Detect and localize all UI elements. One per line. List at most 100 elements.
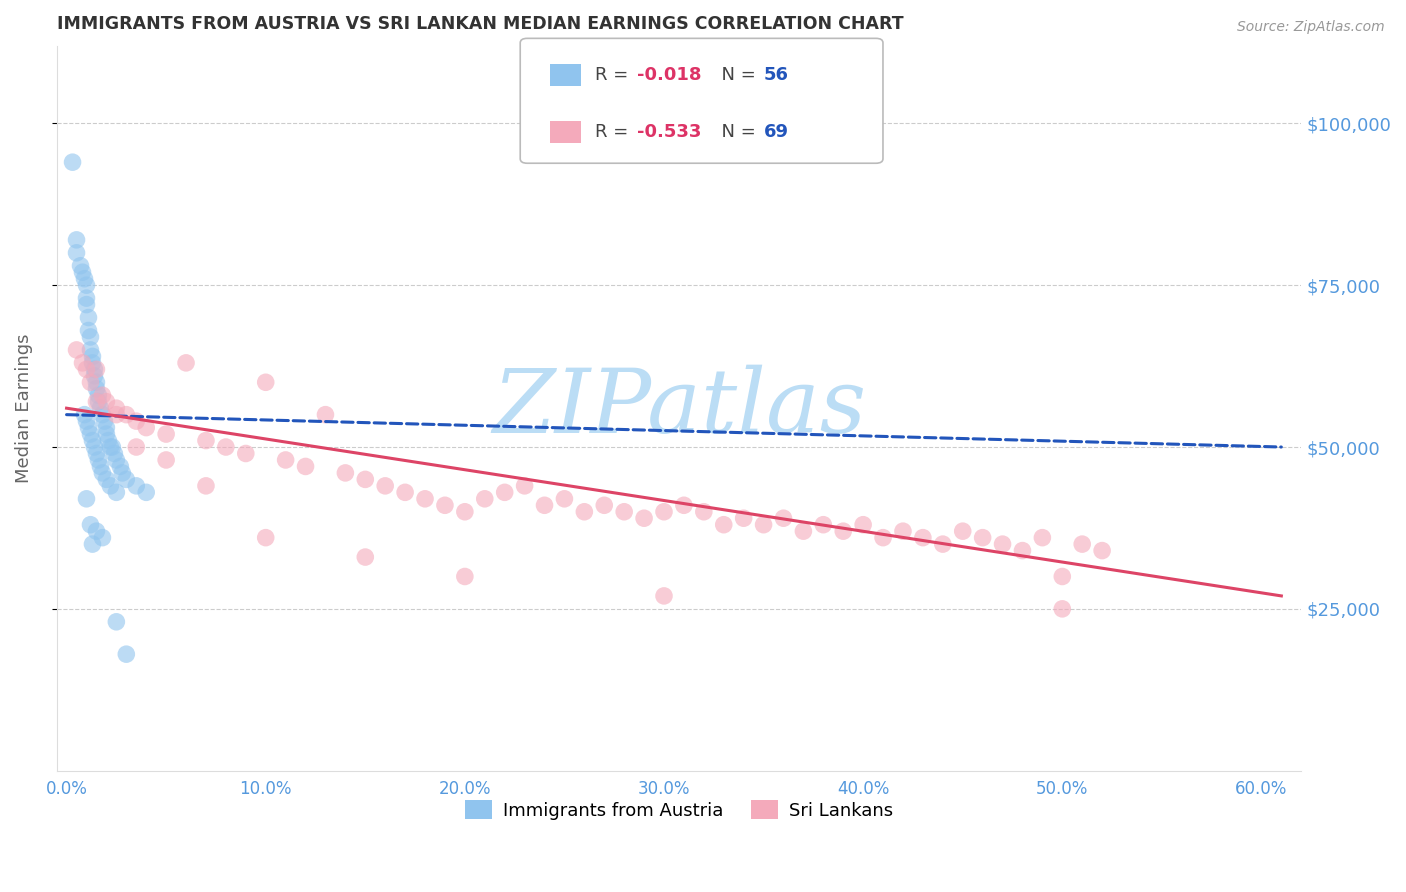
Point [733, 511, 755, 525]
Point [394, 485, 416, 500]
Point [83, 362, 105, 376]
Point [772, 511, 794, 525]
Point [1071, 537, 1094, 551]
Point [254, 531, 277, 545]
Point [86, 394, 108, 409]
Point [433, 498, 456, 512]
Point [155, 427, 177, 442]
Point [76, 491, 98, 506]
Point [115, 408, 138, 422]
Point [82, 434, 104, 448]
Point [76, 278, 98, 293]
Point [101, 440, 124, 454]
Point [215, 440, 238, 454]
Point [792, 524, 814, 538]
Point [87, 453, 110, 467]
Point [91, 408, 114, 422]
Point [111, 466, 134, 480]
Point [125, 479, 148, 493]
Point [633, 511, 655, 525]
Point [100, 440, 122, 454]
Point [96, 420, 118, 434]
Point [932, 537, 955, 551]
Point [77, 324, 100, 338]
Point [105, 615, 128, 629]
Point [891, 524, 914, 538]
Point [105, 401, 128, 416]
Point [105, 408, 128, 422]
Text: ZIPatlas: ZIPatlas [492, 365, 866, 451]
Point [235, 446, 257, 460]
Y-axis label: Median Earnings: Median Earnings [15, 334, 32, 483]
Point [454, 505, 477, 519]
Point [76, 362, 98, 376]
Point [62, 155, 84, 169]
Point [86, 524, 108, 538]
Point [832, 524, 855, 538]
Point [135, 420, 157, 434]
Text: -0.533: -0.533 [637, 123, 702, 141]
Point [82, 350, 104, 364]
Text: IMMIGRANTS FROM AUSTRIA VS SRI LANKAN MEDIAN EARNINGS CORRELATION CHART: IMMIGRANTS FROM AUSTRIA VS SRI LANKAN ME… [56, 15, 903, 33]
Point [574, 505, 596, 519]
Point [93, 414, 115, 428]
Point [72, 265, 94, 279]
Point [314, 408, 336, 422]
Point [991, 537, 1014, 551]
Point [474, 491, 496, 506]
Point [91, 531, 114, 545]
Point [254, 376, 277, 390]
Point [494, 485, 516, 500]
Point [86, 376, 108, 390]
Point [115, 647, 138, 661]
Text: 56: 56 [763, 66, 789, 84]
Point [354, 550, 377, 565]
Point [693, 505, 716, 519]
Point [911, 531, 934, 545]
Text: 69: 69 [763, 123, 789, 141]
Point [79, 376, 101, 390]
Point [65, 245, 87, 260]
Point [77, 420, 100, 434]
Point [83, 440, 105, 454]
Point [413, 491, 436, 506]
Point [374, 479, 396, 493]
Point [155, 453, 177, 467]
Point [82, 356, 104, 370]
Point [79, 427, 101, 442]
Point [79, 330, 101, 344]
Point [105, 485, 128, 500]
Point [274, 453, 297, 467]
Point [76, 414, 98, 428]
Point [672, 498, 695, 512]
Point [100, 479, 122, 493]
Point [105, 453, 128, 467]
Point [652, 505, 675, 519]
Point [82, 537, 104, 551]
Point [91, 466, 114, 480]
Point [194, 434, 217, 448]
Point [96, 427, 118, 442]
Legend: Immigrants from Austria, Sri Lankans: Immigrants from Austria, Sri Lankans [458, 793, 900, 827]
Point [335, 466, 357, 480]
Point [103, 446, 125, 460]
Point [97, 434, 120, 448]
Point [76, 291, 98, 305]
Point [952, 524, 974, 538]
Point [87, 388, 110, 402]
Point [174, 356, 197, 370]
Point [77, 310, 100, 325]
Point [652, 589, 675, 603]
Point [135, 485, 157, 500]
Point [86, 382, 108, 396]
Point [1011, 543, 1033, 558]
Point [86, 362, 108, 376]
Point [872, 531, 894, 545]
Point [79, 517, 101, 532]
Point [593, 498, 616, 512]
Point [110, 459, 132, 474]
Point [65, 233, 87, 247]
Point [1052, 569, 1074, 583]
Point [852, 517, 875, 532]
Point [813, 517, 835, 532]
